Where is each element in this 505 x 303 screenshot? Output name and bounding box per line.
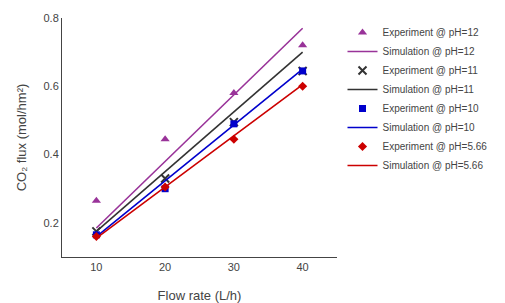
svg-text:Experiment @ pH=12: Experiment @ pH=12: [383, 27, 479, 38]
svg-text:Simulation @ pH=5.66: Simulation @ pH=5.66: [383, 160, 484, 171]
svg-text:0.4: 0.4: [44, 148, 59, 160]
svg-text:Experiment @ pH=10: Experiment @ pH=10: [383, 103, 479, 114]
svg-text:40: 40: [297, 261, 309, 273]
svg-text:CO₂ flux (mol/hm²): CO₂ flux (mol/hm²): [14, 84, 29, 192]
svg-text:0.8: 0.8: [44, 12, 59, 24]
svg-text:Simulation @ pH=12: Simulation @ pH=12: [383, 46, 476, 57]
svg-text:Experiment @ pH=11: Experiment @ pH=11: [383, 65, 479, 76]
svg-text:Flow rate (L/h): Flow rate (L/h): [158, 288, 242, 303]
svg-text:0.2: 0.2: [44, 217, 59, 229]
svg-text:10: 10: [90, 261, 102, 273]
svg-text:20: 20: [159, 261, 171, 273]
svg-text:Simulation @ pH=11: Simulation @ pH=11: [383, 84, 475, 95]
svg-text:30: 30: [228, 261, 240, 273]
svg-text:Experiment @ pH=5.66: Experiment @ pH=5.66: [383, 141, 488, 152]
svg-text:0.6: 0.6: [44, 80, 59, 92]
svg-text:Simulation @ pH=10: Simulation @ pH=10: [383, 122, 476, 133]
